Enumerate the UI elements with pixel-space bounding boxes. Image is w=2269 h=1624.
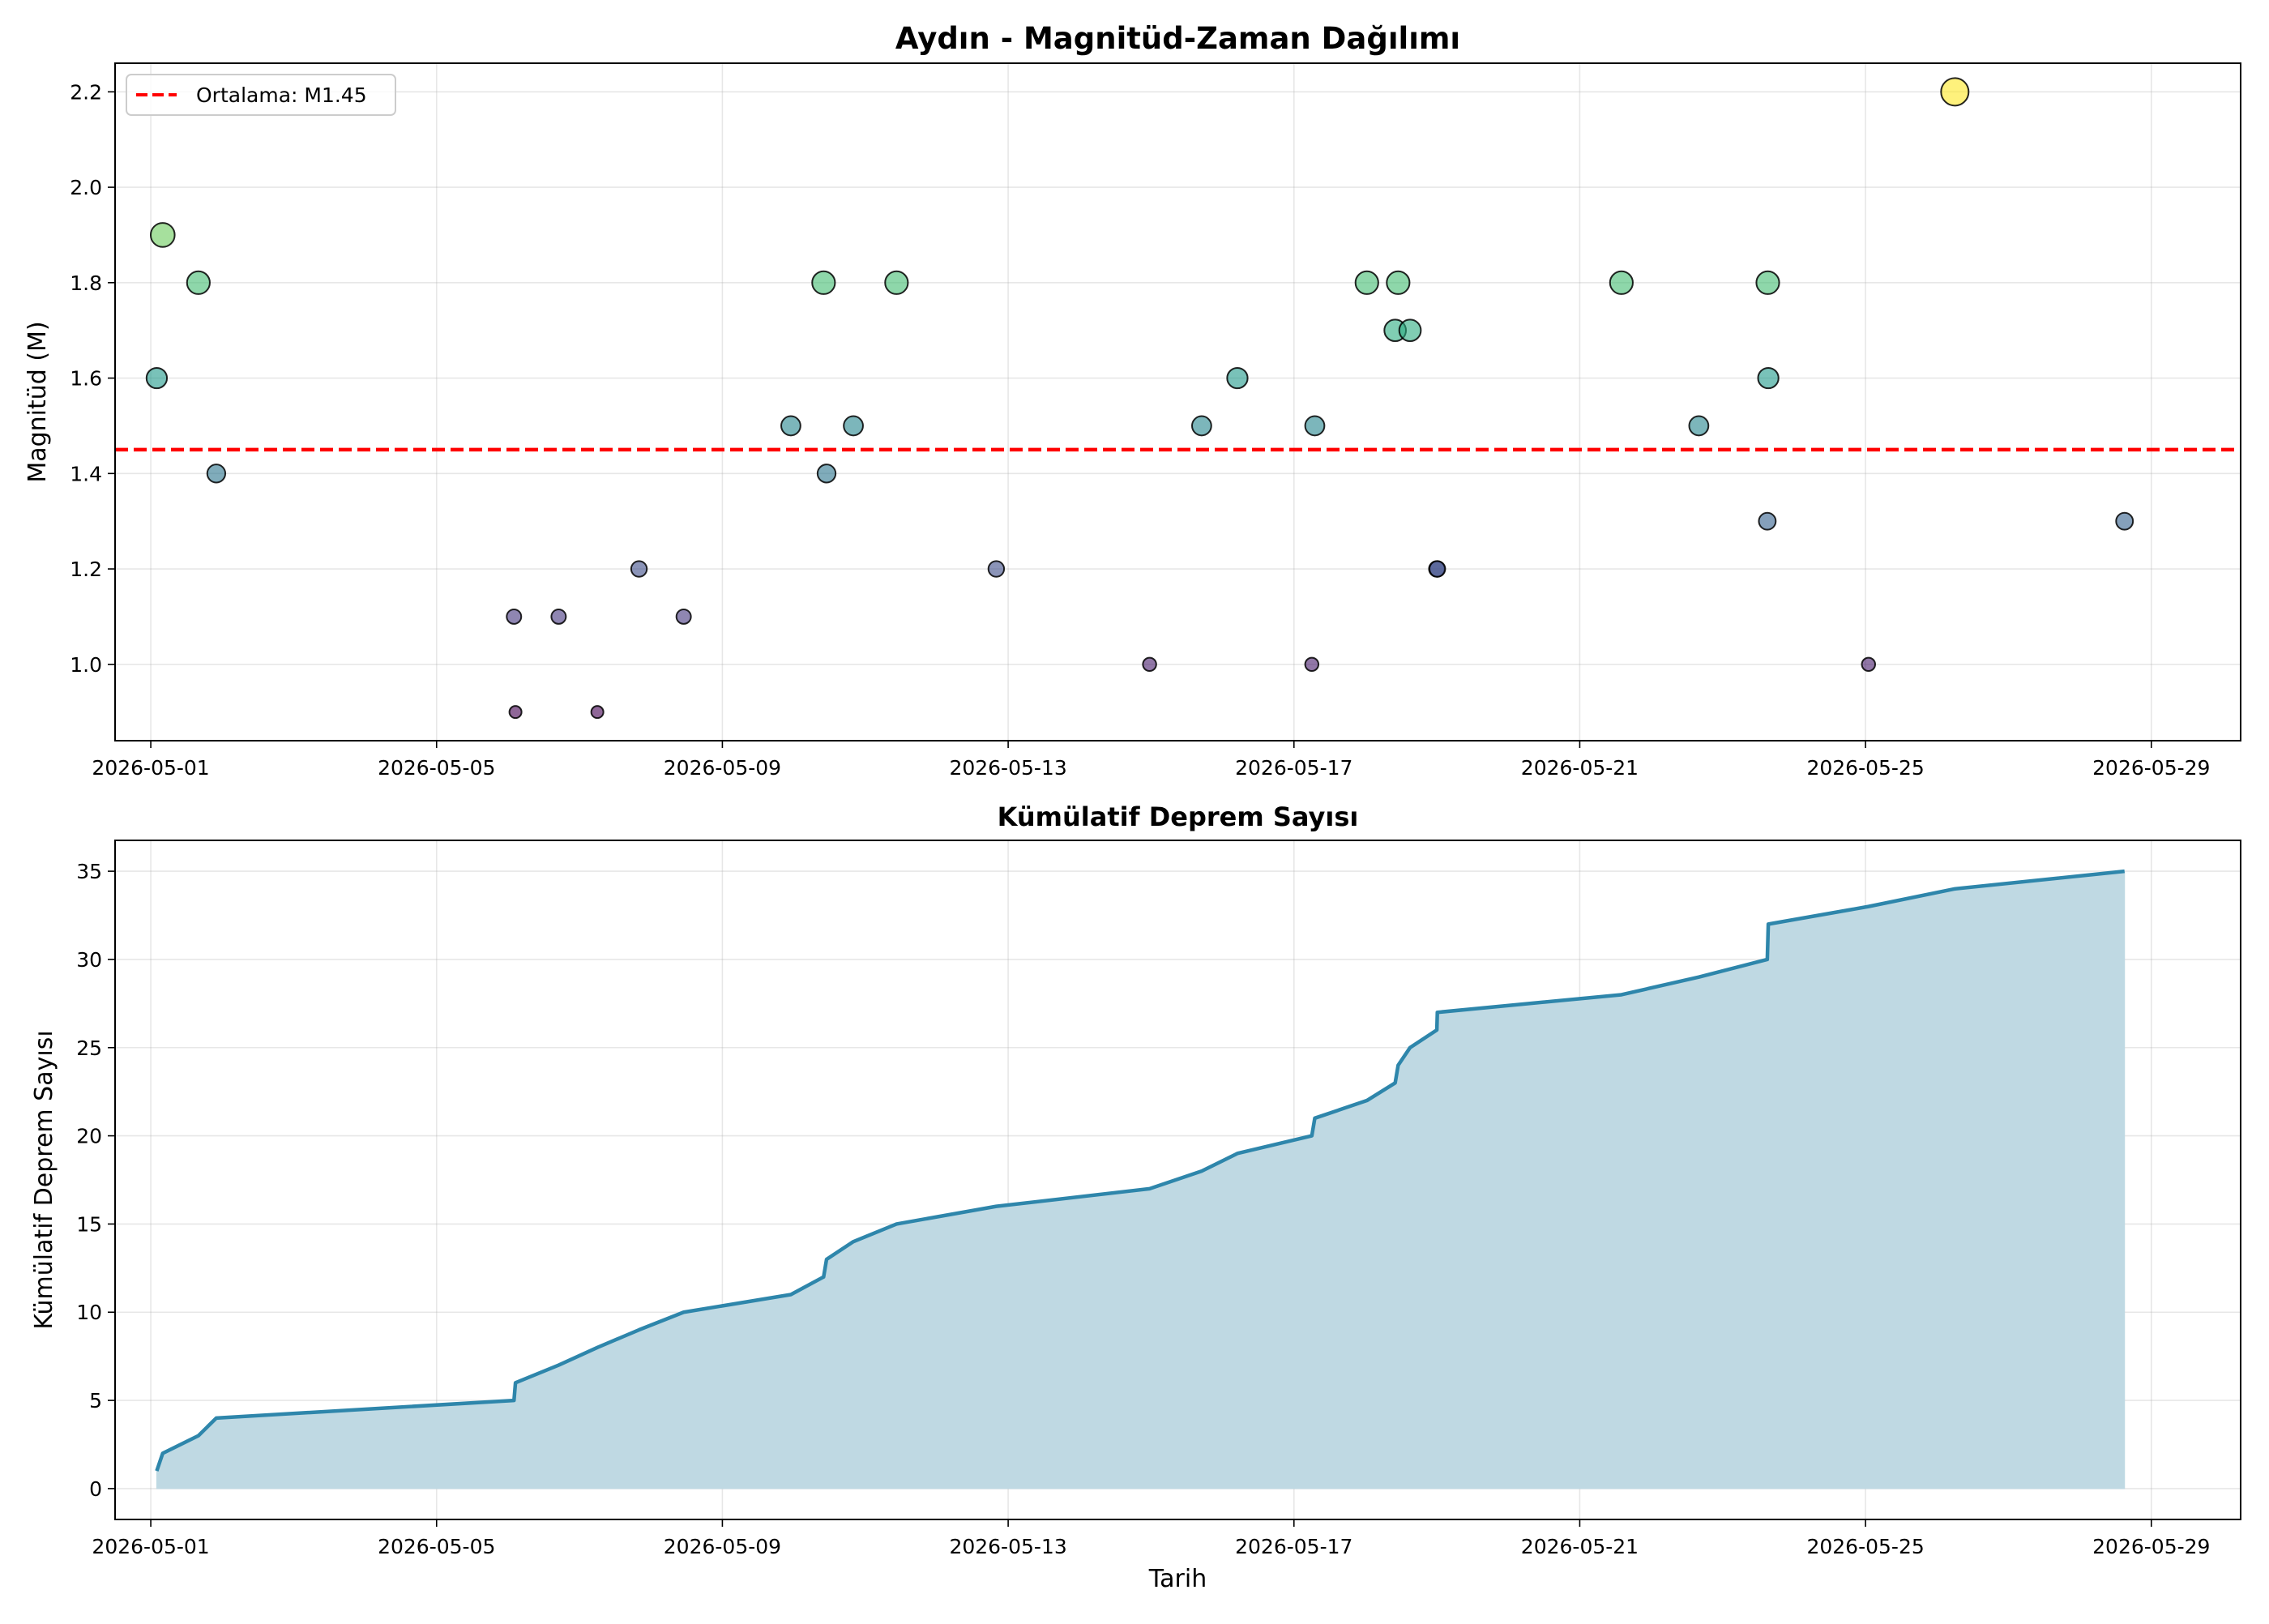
- area-x-tick-label: 2026-05-21: [1521, 1535, 1639, 1558]
- scatter-y-tick-label: 1.0: [70, 653, 102, 677]
- earthquake-point: [1142, 656, 1157, 673]
- earthquake-point: [780, 415, 801, 437]
- area-y-tick-label: 35: [76, 860, 102, 883]
- scatter-marks: [115, 77, 2241, 720]
- earthquake-point: [811, 270, 836, 295]
- area-y-tick-label: 15: [76, 1212, 102, 1236]
- scatter-x-tick-label: 2026-05-01: [92, 756, 209, 780]
- earthquake-point: [1757, 366, 1780, 390]
- scatter-y-tick-label: 2.2: [70, 80, 102, 104]
- earthquake-point: [206, 464, 227, 484]
- earthquake-point: [1861, 656, 1877, 673]
- earthquake-point: [1758, 511, 1777, 531]
- earthquake-point: [550, 608, 567, 625]
- scatter-chart-title: Aydın - Magnitüd-Zaman Dağılımı: [895, 21, 1460, 56]
- earthquake-point: [1354, 270, 1379, 295]
- scatter-grid: [115, 63, 2241, 741]
- legend-mean-label: Ortalama: M1.45: [196, 83, 367, 107]
- earthquake-point: [1940, 77, 1970, 107]
- earthquake-point: [1304, 656, 1320, 673]
- scatter-axes-frame: [114, 62, 2241, 741]
- earthquake-point: [1304, 415, 1326, 437]
- area-x-tick-label: 2026-05-17: [1235, 1535, 1352, 1558]
- area-x-tick-label: 2026-05-29: [2092, 1535, 2210, 1558]
- area-x-tick-label: 2026-05-13: [949, 1535, 1066, 1558]
- area-x-axis-label: Tarih: [1148, 1565, 1207, 1593]
- cumulative-count-line: [155, 869, 2125, 1472]
- scatter-x-tick-label: 2026-05-13: [949, 756, 1066, 780]
- scatter-x-tick-label: 2026-05-21: [1521, 756, 1639, 780]
- cumulative-area-axes: 2026-05-01 2026-05-05 2026-05-09 2026-05-13…: [30, 801, 2241, 1593]
- scatter-ticks: 2026-05-01 2026-05-05 2026-05-09 2026-05-13…: [70, 80, 2210, 780]
- scatter-x-tick-label: 2026-05-09: [664, 756, 781, 780]
- area-x-tick-label: 2026-05-01: [92, 1535, 209, 1558]
- scatter-legend: Ortalama: M1.45: [126, 74, 396, 116]
- magnitude-scatter-axes: 2026-05-01 2026-05-05 2026-05-09 2026-05-13…: [24, 21, 2241, 780]
- earthquake-point: [2115, 511, 2134, 531]
- scatter-plot-area: [115, 63, 2241, 741]
- earthquake-point: [1609, 270, 1634, 295]
- earthquake-point: [506, 608, 523, 625]
- earthquake-point: [843, 415, 864, 437]
- earthquake-point: [1398, 318, 1422, 343]
- scatter-y-tick-label: 1.4: [70, 462, 102, 485]
- scatter-y-tick-label: 1.2: [70, 558, 102, 581]
- earthquake-point: [630, 560, 648, 578]
- scatter-x-tick-label: 2026-05-25: [1806, 756, 1924, 780]
- legend-box: [126, 74, 396, 116]
- earthquake-point: [816, 464, 837, 484]
- area-axes-frame: [114, 840, 2241, 1520]
- earthquake-point: [1755, 270, 1780, 295]
- earthquake-point: [508, 705, 523, 720]
- area-y-tick-label: 10: [76, 1301, 102, 1324]
- earthquake-point: [675, 608, 692, 625]
- area-y-tick-label: 30: [76, 948, 102, 972]
- earthquake-point: [1226, 366, 1249, 390]
- area-y-tick-label: 20: [76, 1125, 102, 1148]
- earthquake-point: [1386, 270, 1411, 295]
- scatter-x-tick-label: 2026-05-17: [1235, 756, 1352, 780]
- earthquake-point: [884, 270, 909, 295]
- area-y-tick-label: 25: [76, 1036, 102, 1060]
- scatter-y-tick-label: 2.0: [70, 176, 102, 199]
- earthquake-point: [1688, 415, 1710, 437]
- area-x-tick-label: 2026-05-09: [664, 1535, 781, 1558]
- scatter-y-tick-label: 1.8: [70, 271, 102, 295]
- area-marks: [155, 869, 2126, 1489]
- scatter-y-tick-label: 1.6: [70, 367, 102, 391]
- area-y-axis-label: Kümülatif Deprem Sayısı: [30, 1030, 58, 1329]
- area-y-tick-label: 5: [89, 1389, 102, 1412]
- scatter-x-tick-label: 2026-05-05: [378, 756, 495, 780]
- area-x-tick-label: 2026-05-05: [378, 1535, 495, 1558]
- earthquake-point: [145, 366, 169, 390]
- area-chart-title: Kümülatif Deprem Sayısı: [998, 801, 1359, 832]
- scatter-y-axis-label: Magnitüd (M): [24, 321, 52, 482]
- earthquake-point: [1191, 415, 1212, 437]
- earthquake-point: [186, 270, 211, 295]
- scatter-x-tick-label: 2026-05-29: [2092, 756, 2210, 780]
- area-ticks: 2026-05-01 2026-05-05 2026-05-09 2026-05-13…: [76, 860, 2210, 1558]
- earthquake-point: [149, 222, 176, 248]
- earthquake-point: [987, 560, 1006, 578]
- area-x-tick-label: 2026-05-25: [1806, 1535, 1924, 1558]
- earthquake-point: [1429, 560, 1446, 578]
- area-y-tick-label: 0: [89, 1477, 102, 1501]
- earthquake-point: [590, 705, 605, 720]
